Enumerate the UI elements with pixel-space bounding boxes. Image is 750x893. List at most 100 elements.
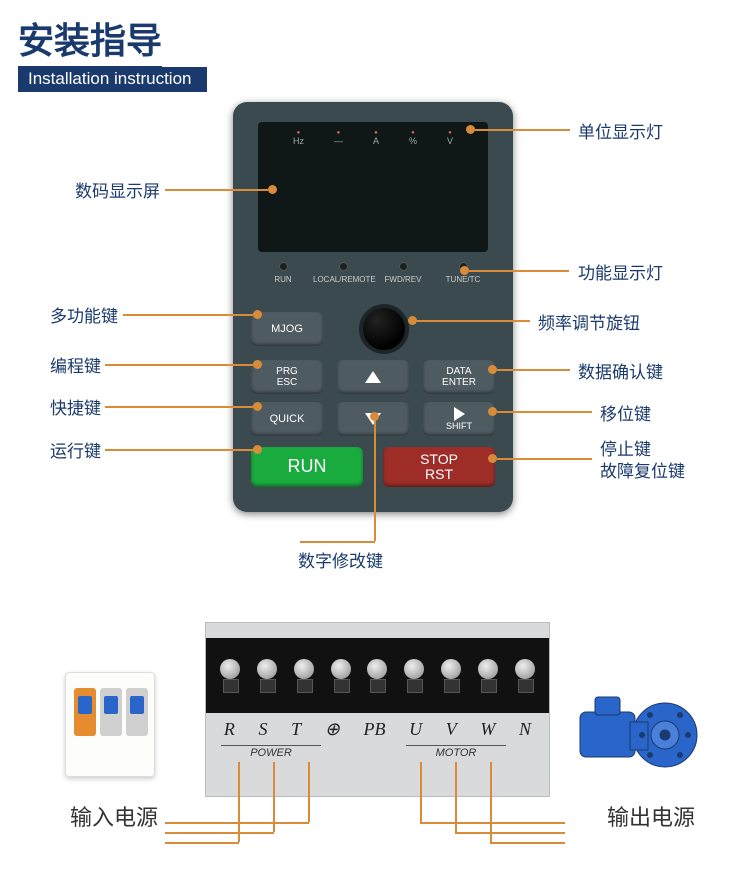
- unit-indicator-row: ●Hz ●— ●A ●% ●V: [258, 130, 488, 146]
- keypad-diagram: ●Hz ●— ●A ●% ●V RUN LOCAL/REMOTE FWD/REV…: [0, 92, 750, 612]
- leader-line: [105, 364, 253, 366]
- leader-line: [165, 189, 268, 191]
- unit-pct: ●%: [409, 130, 417, 146]
- circuit-breaker-icon: [65, 672, 175, 792]
- screw-icon: [474, 659, 502, 693]
- enter-label: ENTER: [442, 377, 476, 388]
- unit-dash: ●—: [334, 130, 343, 146]
- terminal-diagram: R S T ⊕ PB U V W N POWER MOTOR: [0, 612, 750, 892]
- callout-multi-func: 多功能键: [50, 302, 118, 327]
- leader-line: [417, 320, 530, 322]
- leader-line: [469, 270, 569, 272]
- dot: [466, 125, 475, 134]
- input-power-label: 输入电源: [70, 800, 158, 832]
- screw-icon: [400, 659, 428, 693]
- lcd-screen: ●Hz ●— ●A ●% ●V: [258, 122, 488, 252]
- run-button[interactable]: RUN: [251, 447, 363, 487]
- terminal-block: R S T ⊕ PB U V W N POWER MOTOR: [205, 622, 550, 797]
- callout-data-confirm: 数据确认键: [578, 358, 663, 383]
- callout-lcd: 数码显示屏: [75, 177, 160, 202]
- callout-freq-knob: 频率调节旋钮: [538, 309, 640, 334]
- led-local: LOCAL/REMOTE: [313, 262, 373, 284]
- leader-line: [455, 832, 565, 834]
- term-v: V: [446, 719, 457, 740]
- motor-icon: [570, 667, 710, 787]
- leader-line: [165, 832, 274, 834]
- callout-quick: 快捷键: [50, 394, 101, 419]
- keypad-device: ●Hz ●— ●A ●% ●V RUN LOCAL/REMOTE FWD/REV…: [233, 102, 513, 512]
- rst-label: RST: [425, 467, 453, 482]
- unit-a: ●A: [373, 130, 379, 146]
- term-w: W: [480, 719, 495, 740]
- stop-rst-button[interactable]: STOP RST: [383, 447, 495, 487]
- callout-run: 运行键: [50, 437, 101, 462]
- stop-label: STOP: [420, 452, 458, 467]
- header: 安装指导 Installation instruction: [0, 0, 750, 92]
- dot: [370, 412, 379, 421]
- dot: [460, 266, 469, 275]
- callout-program: 编程键: [50, 352, 101, 377]
- callout-func-led: 功能显示灯: [578, 259, 663, 284]
- dot: [488, 407, 497, 416]
- up-button[interactable]: [337, 360, 409, 394]
- output-power-label: 输出电源: [607, 800, 695, 832]
- term-plus: ⊕: [325, 719, 340, 740]
- leader-line: [308, 762, 310, 822]
- led-run: RUN: [253, 262, 313, 284]
- title-cn: 安装指导: [18, 12, 162, 69]
- screw-icon: [363, 659, 391, 693]
- leader-line: [300, 541, 375, 543]
- term-t: T: [291, 719, 301, 740]
- esc-label: ESC: [277, 377, 298, 388]
- callout-unit-led: 单位显示灯: [578, 118, 663, 143]
- leader-line: [475, 129, 570, 131]
- frequency-knob[interactable]: [359, 304, 409, 354]
- screw-icon: [216, 659, 244, 693]
- leader-line: [497, 369, 570, 371]
- data-label: DATA: [446, 366, 471, 377]
- terminal-screws: [206, 638, 549, 713]
- title-en: Installation instruction: [18, 67, 207, 92]
- screw-icon: [253, 659, 281, 693]
- leader-line: [165, 822, 309, 824]
- leader-line: [420, 822, 565, 824]
- screw-icon: [511, 659, 539, 693]
- leader-line: [238, 762, 240, 842]
- terminal-labels: R S T ⊕ PB U V W N: [206, 719, 549, 740]
- callout-digit-mod: 数字修改键: [298, 547, 383, 572]
- dot: [488, 365, 497, 374]
- callout-shift: 移位键: [600, 400, 651, 425]
- screw-icon: [290, 659, 318, 693]
- leader-line: [490, 762, 492, 842]
- shift-label: SHIFT: [446, 422, 472, 432]
- leader-line: [497, 411, 592, 413]
- leader-line: [105, 406, 253, 408]
- dot: [253, 310, 262, 319]
- dot: [408, 316, 417, 325]
- mjog-button[interactable]: MJOG: [251, 312, 323, 346]
- group-power: POWER: [221, 745, 321, 759]
- shift-button[interactable]: SHIFT: [423, 402, 495, 436]
- leader-line: [497, 458, 592, 460]
- dot: [253, 360, 262, 369]
- callout-stop2: 故障复位键: [600, 457, 685, 482]
- term-pb: PB: [363, 719, 385, 740]
- leader-line: [374, 421, 376, 541]
- unit-hz: ●Hz: [293, 130, 304, 146]
- prg-label: PRG: [276, 366, 298, 377]
- term-s: S: [258, 719, 267, 740]
- data-enter-button[interactable]: DATA ENTER: [423, 360, 495, 394]
- screw-icon: [327, 659, 355, 693]
- term-u: U: [409, 719, 422, 740]
- dot: [268, 185, 277, 194]
- unit-v: ●V: [447, 130, 453, 146]
- dot: [253, 445, 262, 454]
- dot: [488, 454, 497, 463]
- screw-icon: [437, 659, 465, 693]
- leader-line: [420, 762, 422, 822]
- leader-line: [165, 842, 239, 844]
- leader-line: [490, 842, 565, 844]
- group-motor: MOTOR: [406, 745, 506, 759]
- term-n: N: [519, 719, 531, 740]
- leader-line: [105, 449, 253, 451]
